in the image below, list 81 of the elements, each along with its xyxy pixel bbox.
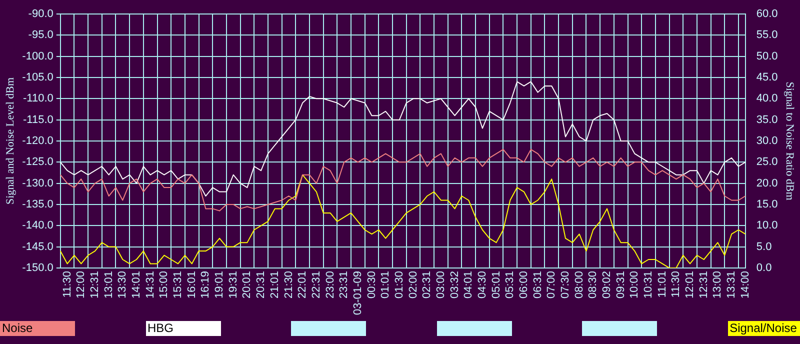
x-tick-label: 02:31: [421, 270, 434, 298]
x-tick-label: 12:31: [89, 270, 102, 298]
x-tick-label: 06:31: [532, 270, 544, 298]
y2-tick-label: 10.0: [756, 220, 778, 232]
x-tick-label: 08:30: [587, 270, 600, 298]
x-tick-label: 02:00: [407, 270, 420, 298]
y2-tick-label: 20.0: [756, 177, 778, 190]
x-tick-label: 11:30: [61, 270, 74, 298]
x-tick-label: 22:01: [296, 270, 309, 298]
x-tick-label: 16:19: [200, 270, 212, 298]
x-tick-label: 08:00: [573, 270, 586, 298]
x-tick-label: 12:01: [684, 270, 696, 298]
y-tick-label: -95.0: [28, 29, 54, 42]
y-axis-title: Signal and Noise Level dBm: [4, 76, 16, 205]
x-tick-label: 04:01: [462, 270, 475, 298]
x-tick-label: 14:01: [130, 270, 143, 298]
x-tick-label: 13:01: [102, 270, 115, 298]
x-tick-label: 03-01-09: [352, 270, 364, 316]
y2-tick-label: 30.0: [756, 135, 778, 148]
y-tick-label: -145.0: [22, 240, 54, 253]
text: Signal/Noise: [728, 321, 800, 336]
y-tick-label: -90.0: [28, 8, 54, 20]
x-tick-label: 23:31: [338, 270, 350, 298]
x-tick-label: 00:30: [366, 270, 378, 298]
x-tick-label: 20:31: [255, 270, 268, 298]
y2-tick-label: 40.0: [756, 92, 778, 105]
y-tick-label: -100.0: [22, 50, 54, 62]
x-tick-label: 16:01: [186, 270, 198, 298]
y-tick-label: -110.0: [23, 92, 54, 105]
x-tick-label: 03:32: [448, 270, 461, 298]
y2-tick-label: 50.0: [756, 50, 778, 62]
y-tick-label: -150.0: [22, 262, 54, 274]
x-tick-label: 13:31: [726, 270, 738, 298]
y-tick-label: -125.0: [22, 156, 54, 168]
x-tick-label: 06:00: [518, 270, 530, 298]
y2-tick-label: 15.0: [756, 198, 778, 211]
x-tick-label: 10:31: [642, 270, 655, 298]
x-tick-label: 20:01: [241, 270, 254, 298]
y2-tick-label: 25.0: [756, 156, 778, 168]
x-tick-label: 15:00: [158, 270, 170, 298]
x-tick-label: 12:31: [698, 270, 710, 298]
y-tick-label: -130.0: [22, 177, 54, 190]
x-tick-label: 15:31: [172, 270, 184, 298]
y-tick-label: -135.0: [22, 198, 54, 211]
y-tick-label: -115.0: [23, 114, 54, 126]
x-tick-label: 23:00: [324, 270, 336, 298]
y2-tick-label: 35.0: [756, 114, 778, 126]
x-tick-label: 03:00: [434, 270, 447, 298]
x-tick-label: 19:31: [227, 270, 240, 298]
x-tick-label: 09:02: [601, 270, 614, 298]
x-tick-label: 07:30: [560, 270, 572, 298]
text: HBG: [146, 321, 221, 336]
x-tick-label: 13:00: [712, 270, 724, 298]
x-tick-label: 05:01: [490, 270, 502, 298]
x-tick-label: 04:30: [476, 270, 488, 298]
x-tick-label: 21:01: [268, 270, 281, 298]
x-tick-label: 07:00: [546, 270, 558, 298]
x-tick-label: 14:31: [144, 270, 156, 298]
x-tick-label: 11:01: [656, 270, 668, 298]
y2-tick-label: 55.0: [756, 29, 778, 42]
x-tick-label: 01:30: [393, 270, 406, 298]
x-tick-label: 19:01: [214, 270, 226, 298]
text: Noise: [0, 321, 75, 336]
x-tick-label: 01:01: [380, 270, 392, 298]
x-tick-label: 10:00: [628, 270, 641, 298]
x-tick-label: 13:30: [116, 270, 129, 298]
y2-tick-label: 45.0: [756, 72, 778, 84]
x-tick-label: 11:30: [670, 270, 682, 298]
y2-axis-title: Signal to Noise Ratio dBm: [784, 82, 796, 201]
y-tick-label: -120.0: [22, 135, 54, 148]
x-tick-label: 05:31: [504, 270, 516, 298]
x-tick-label: 14:00: [739, 270, 752, 298]
y2-tick-label: 60.0: [756, 8, 778, 20]
x-tick-label: 09:31: [614, 270, 627, 298]
y2-tick-label: 5.0: [756, 240, 772, 253]
y-tick-label: -140.0: [22, 220, 54, 232]
x-tick-label: 21:30: [282, 270, 295, 298]
y-tick-label: -105.0: [22, 72, 54, 84]
x-tick-label: 12:00: [75, 270, 88, 298]
y2-tick-label: 0.0: [756, 262, 772, 274]
x-tick-label: 22:31: [310, 270, 322, 298]
